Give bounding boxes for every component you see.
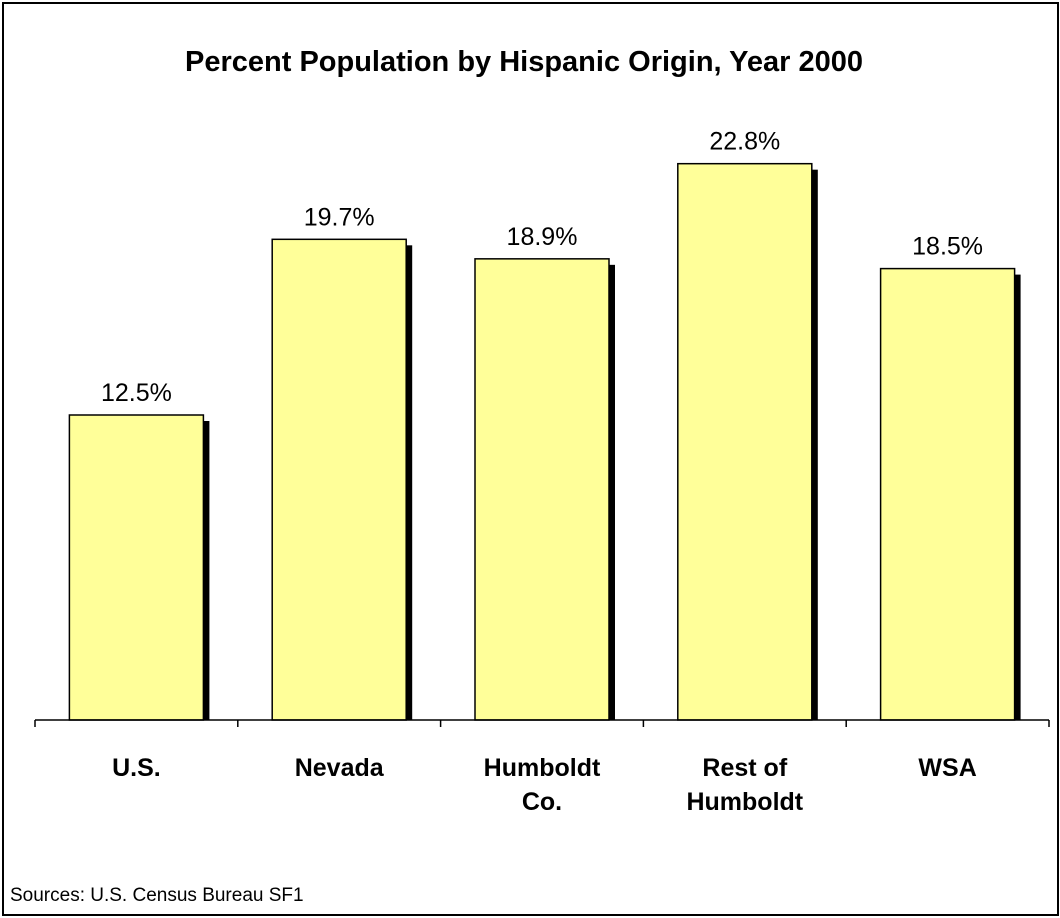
- bar: [677, 162, 813, 721]
- chart-title: Percent Population by Hispanic Origin, Y…: [185, 46, 863, 78]
- category-label: Humboldt Co.: [484, 754, 601, 816]
- bar: [879, 267, 1016, 721]
- category-label: U.S.: [112, 754, 161, 782]
- bar-chart: Percent Population by Hispanic Origin, Y…: [10, 46, 1050, 906]
- category-label: WSA: [918, 754, 976, 782]
- category-labels-group: U.S. Nevada Humboldt Co. Rest of Humboldt WSA: [112, 754, 977, 816]
- data-label: 22.8%: [709, 128, 780, 156]
- category-label: Rest of Humboldt: [686, 754, 803, 816]
- category-label: Nevada: [295, 754, 385, 782]
- value-labels-group: 12.5% 19.7% 18.9% 22.8% 18.5%: [101, 128, 983, 407]
- source-note: Sources: U.S. Census Bureau SF1: [10, 885, 304, 906]
- data-label: 18.9%: [507, 223, 578, 251]
- bar: [474, 258, 610, 721]
- bar: [271, 238, 407, 721]
- data-label: 18.5%: [912, 233, 983, 261]
- bars-group: [68, 162, 1021, 721]
- bar: [68, 414, 205, 721]
- data-label: 19.7%: [304, 203, 375, 231]
- data-label: 12.5%: [101, 379, 172, 407]
- x-axis-ticks: [34, 720, 1050, 727]
